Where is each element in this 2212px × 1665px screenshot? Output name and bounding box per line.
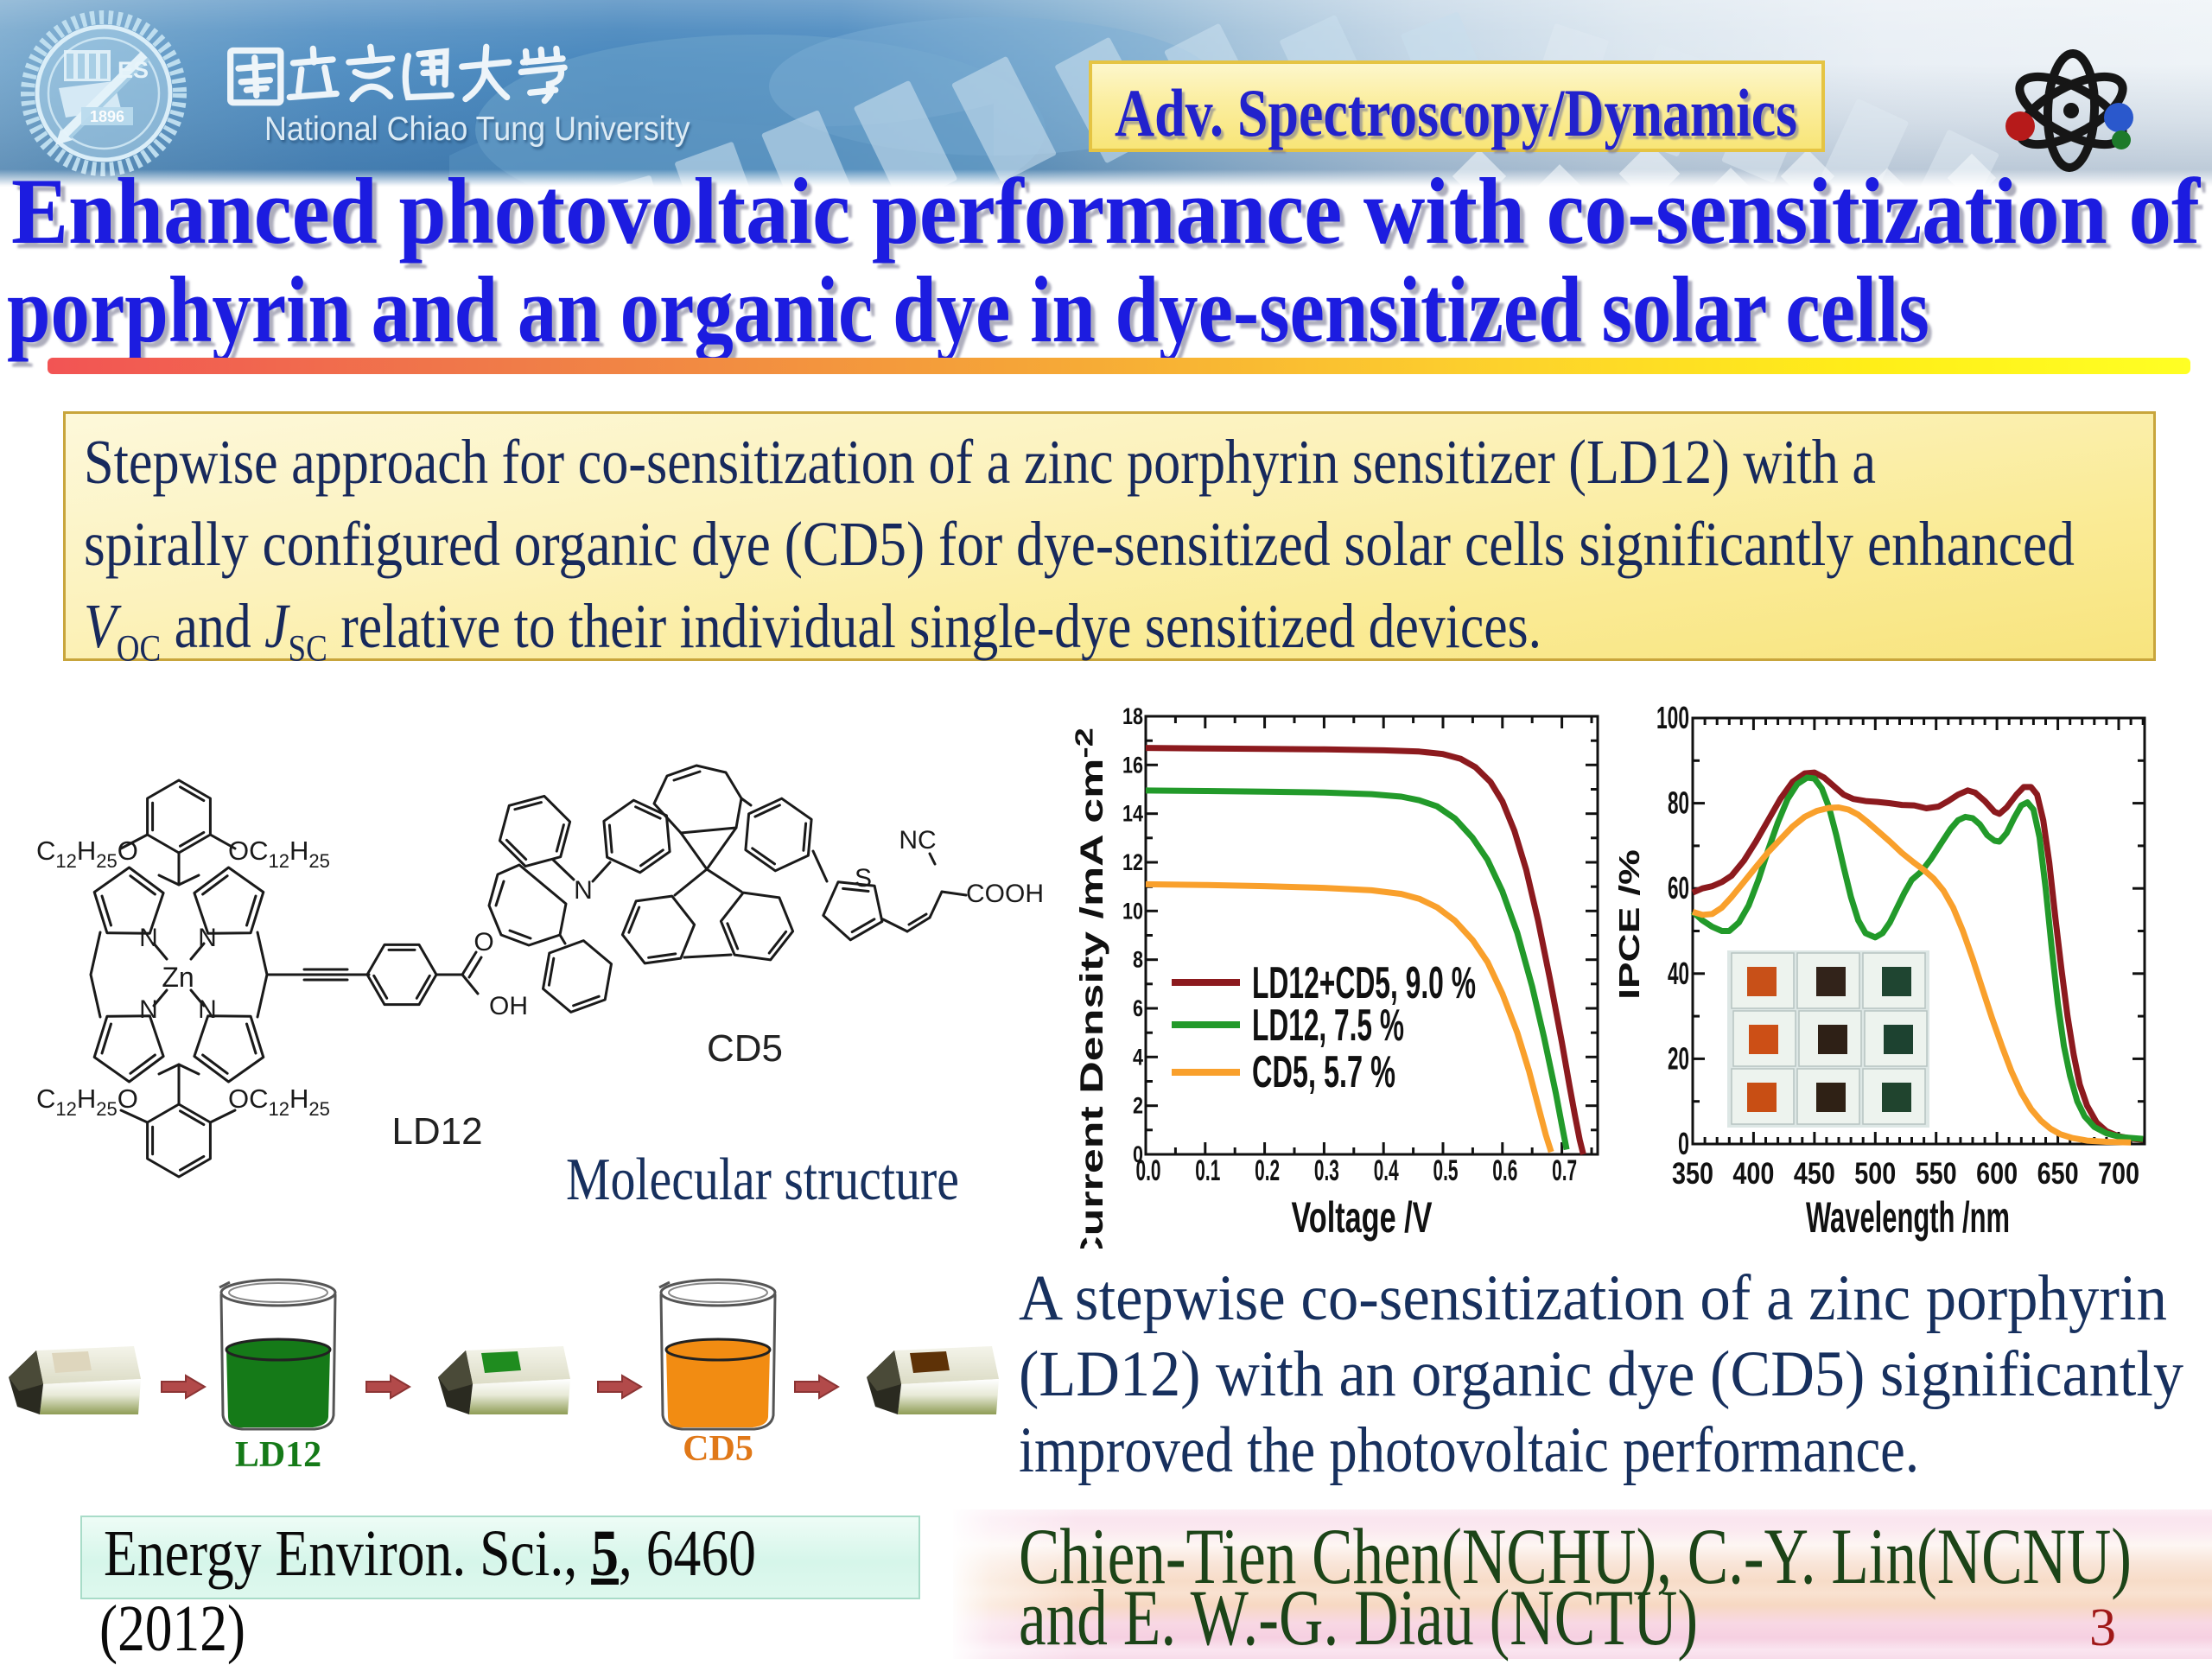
svg-text:650: 650 [2037, 1157, 2079, 1191]
svg-text:IPCE /%: IPCE /% [1613, 849, 1646, 1000]
svg-text:LD12+CD5, 9.0 %: LD12+CD5, 9.0 % [1252, 958, 1476, 1008]
svg-text:C12H25O: C12H25O [36, 836, 138, 872]
svg-text:16: 16 [1122, 752, 1143, 778]
svg-text:CD5: CD5 [683, 1429, 753, 1469]
svg-text:700: 700 [2098, 1157, 2139, 1191]
svg-text:600: 600 [1976, 1157, 2018, 1191]
svg-text:ES: ES [118, 57, 149, 83]
svg-text:20: 20 [1668, 1040, 1689, 1076]
svg-text:8: 8 [1133, 947, 1143, 973]
svg-text:CD5, 5.7 %: CD5, 5.7 % [1252, 1047, 1395, 1097]
svg-text:450: 450 [1794, 1157, 1835, 1191]
svg-text:12: 12 [1122, 849, 1143, 875]
svg-text:400: 400 [1732, 1157, 1774, 1191]
svg-text:0.6: 0.6 [1492, 1154, 1517, 1187]
svg-text:N: N [574, 876, 593, 905]
svg-text:18: 18 [1122, 703, 1143, 729]
svg-text:1896: 1896 [90, 108, 124, 125]
svg-text:10: 10 [1122, 898, 1143, 924]
svg-text:O: O [474, 928, 493, 956]
svg-text:0.3: 0.3 [1314, 1154, 1339, 1187]
svg-text:550: 550 [1916, 1157, 1957, 1191]
svg-text:80: 80 [1668, 785, 1689, 821]
svg-text:OC12H25: OC12H25 [228, 836, 330, 872]
svg-text:N: N [139, 995, 158, 1024]
svg-text:Voltage /V: Voltage /V [1292, 1193, 1433, 1242]
svg-text:Current Density /mA cm-2: Current Density /mA cm-2 [1071, 728, 1109, 1249]
svg-text:0.5: 0.5 [1433, 1154, 1459, 1187]
svg-text:Wavelength /nm: Wavelength /nm [1806, 1193, 2010, 1242]
svg-text:0: 0 [1133, 1141, 1143, 1167]
svg-text:N: N [198, 924, 217, 952]
svg-text:0.0: 0.0 [1136, 1154, 1161, 1187]
svg-text:CD5: CD5 [707, 1027, 783, 1070]
svg-text:N: N [198, 995, 217, 1024]
svg-text:NC: NC [899, 826, 936, 855]
svg-text:OC12H25: OC12H25 [228, 1084, 330, 1120]
svg-text:0.2: 0.2 [1255, 1154, 1280, 1187]
svg-text:LD12, 7.5 %: LD12, 7.5 % [1252, 1001, 1404, 1051]
svg-text:6: 6 [1133, 995, 1143, 1021]
svg-text:14: 14 [1122, 801, 1143, 827]
svg-text:2: 2 [1133, 1093, 1143, 1119]
svg-text:0.4: 0.4 [1374, 1154, 1399, 1187]
svg-text:LD12: LD12 [391, 1110, 482, 1153]
svg-text:100: 100 [1656, 700, 1689, 735]
svg-text:0: 0 [1678, 1126, 1689, 1161]
svg-text:350: 350 [1672, 1157, 1713, 1191]
svg-text:COOH: COOH [966, 880, 1044, 908]
svg-text:500: 500 [1854, 1157, 1896, 1191]
svg-text:Zn: Zn [162, 962, 194, 993]
svg-text:0.1: 0.1 [1195, 1154, 1220, 1187]
svg-text:4: 4 [1133, 1044, 1143, 1070]
svg-text:40: 40 [1668, 956, 1689, 991]
svg-text:60: 60 [1668, 870, 1689, 906]
svg-text:N: N [139, 924, 158, 952]
svg-text:OH: OH [489, 992, 528, 1020]
svg-text:LD12: LD12 [235, 1435, 321, 1475]
svg-text:0.7: 0.7 [1552, 1154, 1577, 1187]
svg-text:S: S [855, 864, 872, 893]
svg-text:C12H25O: C12H25O [36, 1084, 138, 1120]
